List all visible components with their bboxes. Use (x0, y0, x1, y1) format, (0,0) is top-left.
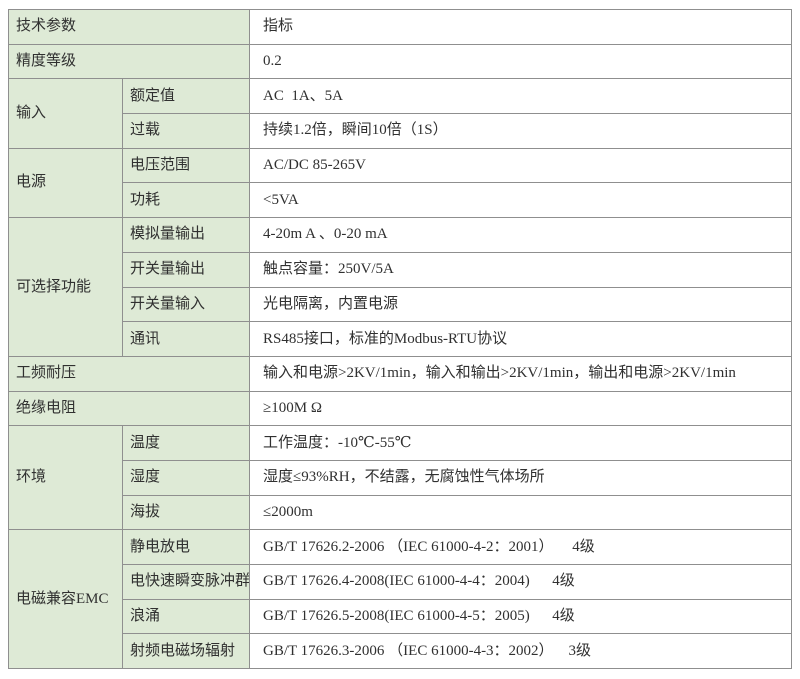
group-label-cell: 可选择功能 (8, 217, 123, 357)
param-value-cell: GB/T 17626.5-2008(IEC 61000-4-5：2005) 4级 (249, 598, 793, 635)
table-row: 电源 电压范围 AC/DC 85-265V (8, 147, 793, 219)
param-label-cell: 海拔 (121, 494, 251, 531)
table-row: 开关量输出 触点容量：250V/5A (9, 251, 793, 288)
table-row: 精度等级 0.2 (7, 43, 793, 80)
param-label-cell: 精度等级 (7, 43, 251, 80)
value-header-cell: 指标 (249, 9, 793, 45)
table-row: 技术参数 指标 (7, 9, 793, 45)
tech-specs-table-container: 技术参数 指标 精度等级 0.2 输入 额定值 AC 1A、5A 过载 持续1.… (7, 9, 793, 670)
param-label-cell: 过载 (121, 113, 251, 149)
param-label-cell: 浪涌 (121, 598, 251, 635)
table-row: 工频耐压 输入和电源>2KV/1min，输入和输出>2KV/1min，输出和电源… (7, 355, 793, 392)
param-value-cell: 持续1.2倍，瞬间10倍（1S） (249, 113, 793, 149)
group-label-cell: 电源 (8, 147, 123, 219)
param-value-cell: 湿度≤93%RH，不结露，无腐蚀性气体场所 (249, 459, 793, 496)
param-value-cell: GB/T 17626.3-2006 （IEC 61000-4-3：2002） 3… (249, 633, 793, 670)
param-label-cell: 射频电磁场辐射 (121, 633, 251, 670)
param-label-cell: 工频耐压 (7, 355, 251, 392)
param-header-cell: 技术参数 (7, 9, 251, 45)
param-value-cell: GB/T 17626.4-2008(IEC 61000-4-4：2004) 4级 (249, 564, 793, 600)
table-row: 过载 持续1.2倍，瞬间10倍（1S） (9, 113, 793, 149)
param-value-cell: <5VA (249, 182, 793, 219)
param-value-cell: 触点容量：250V/5A (249, 251, 793, 288)
param-label-cell: 湿度 (121, 459, 251, 496)
param-value-cell: 光电隔离，内置电源 (249, 286, 793, 323)
table-row: 开关量输入 光电隔离，内置电源 (9, 286, 793, 323)
param-value-cell: AC/DC 85-265V (249, 147, 793, 184)
param-value-cell: 4-20m A 、0-20 mA (249, 217, 793, 253)
table-row: 通讯 RS485接口，标准的Modbus-RTU协议 (9, 321, 793, 357)
table-row: 功耗 <5VA (9, 182, 793, 219)
tech-specs-table: 技术参数 指标 精度等级 0.2 输入 额定值 AC 1A、5A 过载 持续1.… (7, 9, 793, 670)
param-label-cell: 模拟量输出 (121, 217, 251, 253)
param-label-cell: 静电放电 (121, 529, 251, 565)
table-row: 电磁兼容EMC 静电放电 GB/T 17626.2-2006 （IEC 6100… (8, 529, 793, 670)
param-value-cell: 工作温度：-10℃-55℃ (249, 425, 793, 461)
table-row: 浪涌 GB/T 17626.5-2008(IEC 61000-4-5：2005)… (9, 598, 793, 635)
param-label-cell: 电快速瞬变脉冲群 (121, 564, 251, 600)
param-value-cell: AC 1A、5A (249, 78, 793, 115)
param-value-cell: 输入和电源>2KV/1min，输入和输出>2KV/1min，输出和电源>2KV/… (249, 355, 793, 392)
table-row: 海拔 ≤2000m (9, 494, 793, 531)
param-label-cell: 电压范围 (121, 147, 251, 184)
param-value-cell: GB/T 17626.2-2006 （IEC 61000-4-2：2001） 4… (249, 529, 793, 565)
group-label-cell: 电磁兼容EMC (8, 529, 123, 670)
table-row: 电快速瞬变脉冲群 GB/T 17626.4-2008(IEC 61000-4-4… (9, 564, 793, 600)
group-label-cell: 输入 (8, 78, 123, 149)
param-value-cell: 0.2 (249, 43, 793, 80)
param-value-cell: ≥100M Ω (249, 390, 793, 427)
table-row: 射频电磁场辐射 GB/T 17626.3-2006 （IEC 61000-4-3… (9, 633, 793, 670)
table-row: 绝缘电阻 ≥100M Ω (7, 390, 793, 427)
param-label-cell: 开关量输入 (121, 286, 251, 323)
param-label-cell: 功耗 (121, 182, 251, 219)
table-row: 环境 温度 工作温度：-10℃-55℃ (8, 425, 793, 531)
param-value-cell: RS485接口，标准的Modbus-RTU协议 (249, 321, 793, 357)
param-label-cell: 绝缘电阻 (7, 390, 251, 427)
table-row: 可选择功能 模拟量输出 4-20m A 、0-20 mA (8, 217, 793, 357)
param-label-cell: 通讯 (121, 321, 251, 357)
param-label-cell: 温度 (121, 425, 251, 461)
param-value-cell: ≤2000m (249, 494, 793, 531)
group-label-cell: 环境 (8, 425, 123, 531)
table-row: 输入 额定值 AC 1A、5A (8, 78, 793, 149)
table-row: 湿度 湿度≤93%RH，不结露，无腐蚀性气体场所 (9, 459, 793, 496)
param-label-cell: 开关量输出 (121, 251, 251, 288)
param-label-cell: 额定值 (121, 78, 251, 115)
